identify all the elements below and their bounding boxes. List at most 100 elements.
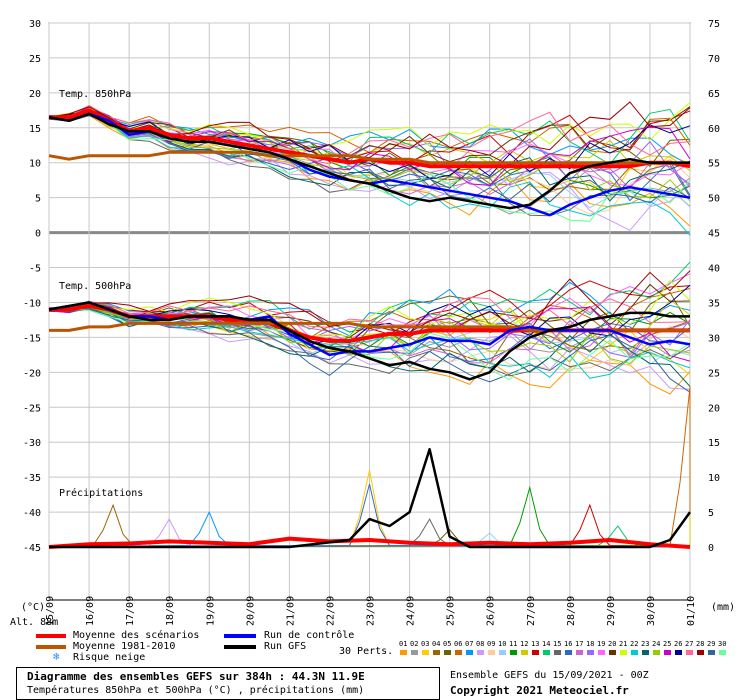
perturbation-line bbox=[48, 110, 691, 180]
perturbation-number: 07 bbox=[465, 640, 474, 648]
right-tick-label: 10 bbox=[708, 473, 720, 484]
perturbation-line bbox=[48, 296, 691, 328]
left-tick-label: 20 bbox=[29, 89, 41, 100]
perturbation-swatch bbox=[499, 650, 506, 655]
perturbation-swatch bbox=[686, 650, 693, 655]
perturbations-label: 30 Perts. bbox=[339, 646, 394, 657]
right-tick-label: 25 bbox=[708, 368, 720, 379]
right-tick-label: 70 bbox=[708, 54, 720, 65]
perturbation-number: 08 bbox=[476, 640, 485, 648]
perturbation-number: 15 bbox=[553, 640, 562, 648]
series-line bbox=[48, 536, 691, 549]
chart-subtitle: Températures 850hPa et 500hPa (°C) , pré… bbox=[27, 685, 365, 696]
perturbation-swatch bbox=[488, 650, 495, 655]
left-tick-label: -20 bbox=[23, 368, 41, 379]
legend-swatch-gfs bbox=[224, 645, 256, 649]
perturbation-number: 05 bbox=[443, 640, 452, 648]
perturbation-swatch bbox=[422, 650, 429, 655]
legend-swatch-mean bbox=[36, 634, 66, 638]
perturbation-swatch bbox=[455, 650, 462, 655]
perturbation-swatch bbox=[697, 650, 704, 655]
right-tick-label: 15 bbox=[708, 438, 720, 449]
left-tick-label: 10 bbox=[29, 159, 41, 170]
x-tick-label: 24/09 bbox=[406, 596, 417, 626]
perturbation-line bbox=[48, 112, 691, 222]
left-tick-label: -15 bbox=[23, 333, 41, 344]
perturbation-swatch bbox=[466, 650, 473, 655]
perturbation-swatch bbox=[510, 650, 517, 655]
left-tick-label: 15 bbox=[29, 124, 41, 135]
left-tick-label: -25 bbox=[23, 403, 41, 414]
perturbation-number: 23 bbox=[641, 640, 650, 648]
x-tick-label: 15/09 bbox=[45, 596, 56, 626]
perturbation-number: 14 bbox=[542, 640, 551, 648]
perturbation-number: 03 bbox=[421, 640, 430, 648]
perturbation-number: 25 bbox=[663, 640, 672, 648]
perturbation-number: 01 bbox=[399, 640, 408, 648]
legend-label-gfs: Run GFS bbox=[264, 641, 307, 652]
left-tick-label: -30 bbox=[23, 438, 41, 449]
perturbation-number: 11 bbox=[509, 640, 518, 648]
x-tick-label: 26/09 bbox=[486, 596, 497, 626]
left-tick-label: -40 bbox=[23, 508, 41, 519]
perturbation-swatch bbox=[576, 650, 583, 655]
x-tick-label: 18/09 bbox=[165, 596, 176, 626]
perturbation-number: 09 bbox=[487, 640, 496, 648]
perturbation-swatch bbox=[598, 650, 605, 655]
perturbation-number: 29 bbox=[707, 640, 716, 648]
perturbation-swatch bbox=[653, 650, 660, 655]
legend-label-snow: Risque neige bbox=[73, 652, 146, 663]
perturbation-number: 04 bbox=[432, 640, 441, 648]
x-tick-label: 01/10 bbox=[686, 596, 697, 626]
perturbation-number: 06 bbox=[454, 640, 463, 648]
series-line bbox=[48, 112, 690, 210]
legend-swatch-control bbox=[224, 634, 256, 638]
perturbation-swatch bbox=[620, 650, 627, 655]
perturbation-swatch bbox=[543, 650, 550, 655]
panel-label-precip: Précipitations bbox=[59, 487, 143, 499]
right-tick-label: 65 bbox=[708, 89, 720, 100]
perturbation-number: 17 bbox=[575, 640, 584, 648]
perturbation-line bbox=[48, 270, 691, 333]
perturbation-number: 21 bbox=[619, 640, 628, 648]
series-line bbox=[48, 301, 691, 357]
left-axis-unit: (°C) bbox=[21, 602, 45, 613]
perturbation-precip-line bbox=[48, 525, 691, 548]
perturbation-number: 18 bbox=[586, 640, 595, 648]
right-tick-label: 0 bbox=[708, 543, 714, 554]
series-line bbox=[48, 150, 690, 165]
copyright: Copyright 2021 Meteociel.fr bbox=[450, 684, 629, 697]
perturbation-number: 30 bbox=[718, 640, 727, 648]
title-box: Diagramme des ensembles GEFS sur 384h : … bbox=[16, 667, 440, 700]
perturbation-number: 26 bbox=[674, 640, 683, 648]
right-tick-label: 35 bbox=[708, 298, 720, 309]
left-tick-label: 25 bbox=[29, 54, 41, 65]
perturbation-precip-line bbox=[48, 518, 691, 548]
run-info: Ensemble GEFS du 15/09/2021 - 00Z bbox=[450, 670, 649, 681]
perturbation-swatch bbox=[675, 650, 682, 655]
snowflake-icon: ❄ bbox=[53, 650, 60, 663]
perturbation-number: 20 bbox=[608, 640, 617, 648]
perturbation-swatch bbox=[433, 650, 440, 655]
x-tick-label: 30/09 bbox=[646, 596, 657, 626]
legend-label-mean: Moyenne des scénarios bbox=[73, 630, 200, 641]
right-axis-unit: (mm) bbox=[711, 602, 735, 613]
x-tick-label: 27/09 bbox=[526, 596, 537, 626]
x-tick-label: 16/09 bbox=[85, 596, 96, 626]
series-lines bbox=[48, 108, 692, 549]
perturbation-swatch bbox=[444, 650, 451, 655]
legend-swatch-climatology bbox=[36, 645, 66, 649]
altitude-label: Alt. 88m bbox=[10, 617, 59, 628]
perturbation-number: 24 bbox=[652, 640, 661, 648]
x-tick-label: 19/09 bbox=[205, 596, 216, 626]
series-line bbox=[48, 301, 690, 381]
x-tick-label: 21/09 bbox=[285, 596, 296, 626]
perturbation-swatch bbox=[411, 650, 418, 655]
left-tick-label: 5 bbox=[35, 194, 41, 205]
perturbation-swatch bbox=[631, 650, 638, 655]
panel-label-500: Temp. 500hPa bbox=[59, 281, 131, 292]
perturbation-number: 10 bbox=[498, 640, 507, 648]
perturbation-precip-line bbox=[48, 483, 691, 548]
perturbation-number: 19 bbox=[597, 640, 606, 648]
perturbation-line bbox=[48, 104, 691, 165]
